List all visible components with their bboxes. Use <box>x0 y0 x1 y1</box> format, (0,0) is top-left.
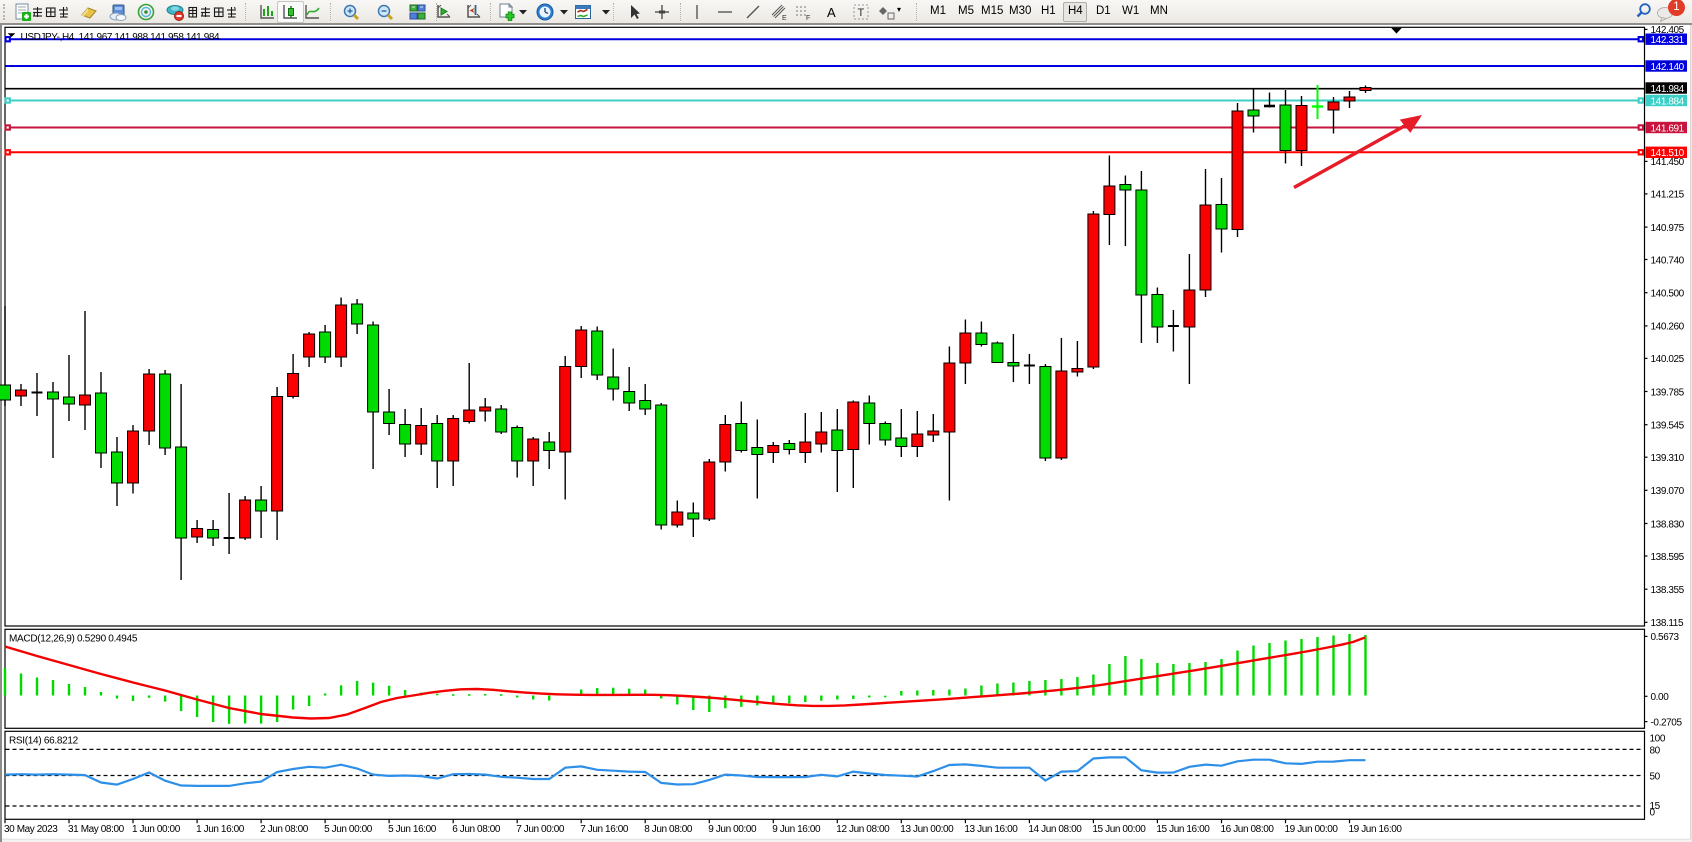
svg-text:138.355: 138.355 <box>1651 585 1685 596</box>
svg-text:6 Jun 08:00: 6 Jun 08:00 <box>452 824 501 835</box>
svg-text:1 Jun 00:00: 1 Jun 00:00 <box>132 824 181 835</box>
svg-text:MACD(12,26,9) 0.5290 0.4945: MACD(12,26,9) 0.5290 0.4945 <box>9 634 138 645</box>
svg-text:31 May 08:00: 31 May 08:00 <box>68 824 125 835</box>
svg-text:50: 50 <box>1650 771 1661 782</box>
svg-text:142.331: 142.331 <box>1651 35 1685 46</box>
svg-text:16 Jun 08:00: 16 Jun 08:00 <box>1221 824 1275 835</box>
svg-text:13 Jun 16:00: 13 Jun 16:00 <box>964 824 1018 835</box>
svg-text:139.785: 139.785 <box>1651 387 1685 398</box>
svg-text:19 Jun 00:00: 19 Jun 00:00 <box>1285 824 1339 835</box>
svg-text:138.595: 138.595 <box>1651 552 1685 563</box>
svg-text:139.545: 139.545 <box>1651 421 1685 432</box>
svg-text:RSI(14) 66.8212: RSI(14) 66.8212 <box>9 736 79 747</box>
svg-text:7 Jun 00:00: 7 Jun 00:00 <box>516 824 565 835</box>
svg-text:0.00: 0.00 <box>1651 692 1670 703</box>
svg-text:80: 80 <box>1650 746 1661 757</box>
svg-text:15: 15 <box>1650 801 1661 812</box>
svg-text:141.884: 141.884 <box>1651 96 1685 107</box>
svg-text:142.140: 142.140 <box>1651 62 1685 73</box>
svg-text:13 Jun 00:00: 13 Jun 00:00 <box>900 824 954 835</box>
svg-text:141.215: 141.215 <box>1651 190 1685 201</box>
svg-text:5 Jun 16:00: 5 Jun 16:00 <box>388 824 437 835</box>
svg-text:139.070: 139.070 <box>1651 486 1685 497</box>
svg-text:140.740: 140.740 <box>1651 255 1685 266</box>
svg-text:15 Jun 16:00: 15 Jun 16:00 <box>1156 824 1210 835</box>
svg-text:140.260: 140.260 <box>1651 322 1685 333</box>
svg-text:138.830: 138.830 <box>1651 519 1685 530</box>
svg-text:141.691: 141.691 <box>1651 123 1685 134</box>
svg-text:12 Jun 08:00: 12 Jun 08:00 <box>836 824 890 835</box>
svg-text:140.500: 140.500 <box>1651 289 1685 300</box>
svg-text:7 Jun 16:00: 7 Jun 16:00 <box>580 824 629 835</box>
svg-text:141.984: 141.984 <box>1651 84 1685 95</box>
svg-text:9 Jun 16:00: 9 Jun 16:00 <box>772 824 821 835</box>
svg-text:1 Jun 16:00: 1 Jun 16:00 <box>196 824 245 835</box>
svg-text:5 Jun 00:00: 5 Jun 00:00 <box>324 824 373 835</box>
svg-text:0: 0 <box>1650 808 1656 819</box>
svg-text:USDJPY-,H4 141.967 141.988 14: USDJPY-,H4 141.967 141.988 141.958 141.9… <box>21 32 221 43</box>
svg-text:0.5673: 0.5673 <box>1651 632 1680 643</box>
svg-text:100: 100 <box>1650 734 1666 745</box>
svg-text:E: E <box>782 15 787 22</box>
svg-text:-0.2705: -0.2705 <box>1651 717 1683 728</box>
svg-text:142.405: 142.405 <box>1651 25 1685 36</box>
svg-text:2 Jun 08:00: 2 Jun 08:00 <box>260 824 309 835</box>
svg-text:19 Jun 16:00: 19 Jun 16:00 <box>1349 824 1403 835</box>
svg-text:140.975: 140.975 <box>1651 223 1685 234</box>
svg-text:138.115: 138.115 <box>1651 618 1684 629</box>
svg-text:9 Jun 00:00: 9 Jun 00:00 <box>708 824 757 835</box>
svg-text:15 Jun 00:00: 15 Jun 00:00 <box>1092 824 1146 835</box>
svg-text:F: F <box>806 15 810 22</box>
svg-text:T: T <box>858 7 865 19</box>
svg-text:141.450: 141.450 <box>1651 157 1685 168</box>
svg-text:8 Jun 08:00: 8 Jun 08:00 <box>644 824 693 835</box>
svg-text:14 Jun 08:00: 14 Jun 08:00 <box>1028 824 1082 835</box>
svg-text:141.510: 141.510 <box>1651 148 1685 159</box>
svg-text:30 May 2023: 30 May 2023 <box>4 824 58 835</box>
svg-text:139.310: 139.310 <box>1651 453 1685 464</box>
svg-text:140.025: 140.025 <box>1651 354 1685 365</box>
